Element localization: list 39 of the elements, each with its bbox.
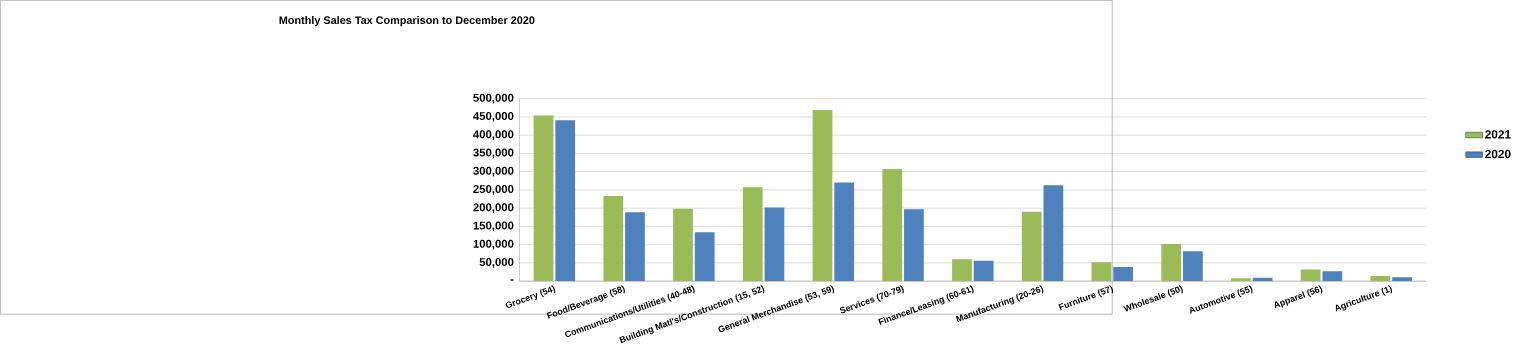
bar <box>1300 269 1321 281</box>
y-tick-label: 200,000 <box>473 203 514 213</box>
bar <box>625 211 645 281</box>
bar <box>1183 251 1203 281</box>
bar <box>1091 261 1112 281</box>
y-tick-label: 350,000 <box>473 148 514 159</box>
y-tick-label: - <box>510 279 514 281</box>
bar <box>952 259 972 281</box>
bar <box>1231 278 1251 281</box>
bar <box>1113 266 1133 281</box>
bar <box>1322 271 1343 281</box>
bar <box>1043 184 1064 281</box>
legend-label: 2021 <box>1485 129 1511 139</box>
y-tick-label: 150,000 <box>473 221 514 232</box>
bar <box>764 207 785 281</box>
bar <box>603 195 624 281</box>
bar <box>742 187 763 281</box>
y-tick-label: 100,000 <box>473 239 514 250</box>
y-tick-label: 450,000 <box>473 111 514 122</box>
y-tick-label: 400,000 <box>473 130 514 140</box>
y-tick-label: 50,000 <box>479 257 514 268</box>
bar <box>834 182 855 281</box>
bar <box>1021 211 1042 281</box>
bar <box>555 120 576 281</box>
bar <box>533 115 554 281</box>
bar <box>812 109 833 281</box>
text: Monthly Sales Tax Comparison to December 2020 <box>279 15 535 26</box>
bar <box>882 168 903 281</box>
bar <box>904 209 924 281</box>
y-tick-label: 300,000 <box>473 166 514 177</box>
bar <box>673 208 693 281</box>
legend-label: 2020 <box>1485 149 1511 158</box>
bar <box>1392 276 1412 281</box>
bar <box>1161 243 1182 281</box>
bar <box>694 232 715 281</box>
bar <box>1370 275 1391 281</box>
y-tick-label: 250,000 <box>473 184 514 195</box>
y-tick-label: 500,000 <box>473 93 514 104</box>
bar <box>973 260 994 281</box>
